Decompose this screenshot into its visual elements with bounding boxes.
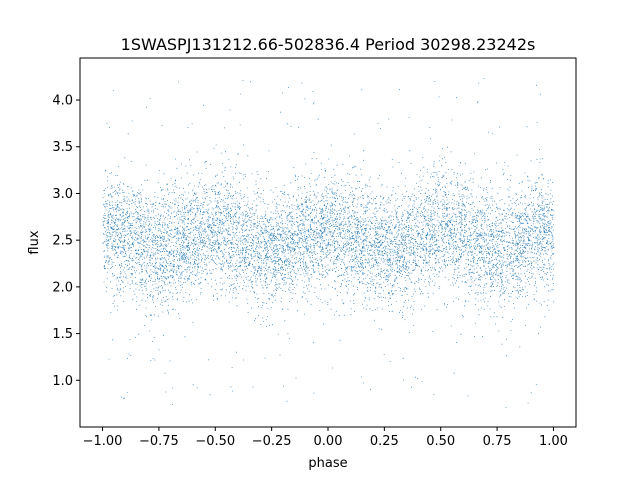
x-tick-label: 0.25 [370,434,399,449]
data-points [102,78,555,408]
x-tick-label: −0.25 [252,434,292,449]
y-axis-label: flux [27,230,42,254]
x-tick-label: −0.75 [139,434,179,449]
x-axis-label: phase [308,456,347,471]
y-tick-label: 4.0 [52,94,73,109]
x-tick-label: −0.50 [195,434,235,449]
scatter-points [102,78,555,408]
y-tick-label: 3.5 [52,140,73,155]
x-tick-label: −1.00 [83,434,123,449]
chart-title: 1SWASPJ131212.66-502836.4 Period 30298.2… [121,35,536,54]
x-tick-label: 0.75 [483,434,512,449]
y-tick-label: 2.0 [52,280,73,295]
y-axis: 1.0 1.5 2.0 2.5 3.0 3.5 4.0 [52,94,80,389]
x-tick-label: 0.00 [314,434,343,449]
y-tick-label: 3.0 [52,187,73,202]
y-tick-label: 1.5 [52,327,73,342]
y-tick-label: 1.0 [52,374,73,389]
y-tick-label: 2.5 [52,234,73,249]
x-axis: −1.00 −0.75 −0.50 −0.25 0.00 0.25 0.50 0.75 1.00 [83,427,568,449]
x-tick-label: 1.00 [539,434,568,449]
x-tick-label: 0.50 [426,434,455,449]
